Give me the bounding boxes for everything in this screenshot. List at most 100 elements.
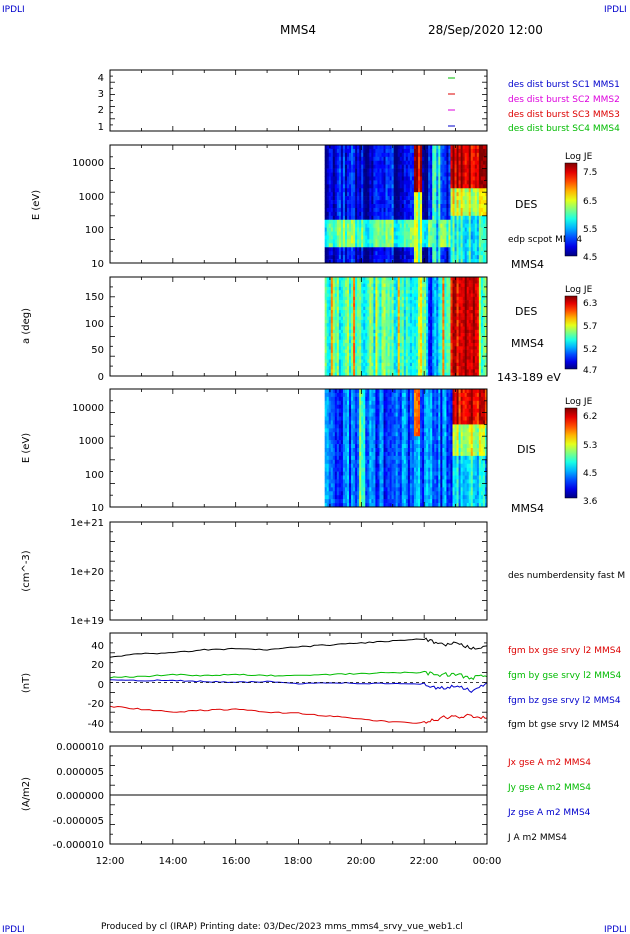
spectrogram-cell bbox=[389, 172, 392, 177]
spectrogram-cell bbox=[338, 160, 342, 165]
spectrogram-cell bbox=[330, 400, 334, 406]
spectrogram-cell bbox=[377, 215, 380, 221]
spectrogram-cell bbox=[409, 369, 413, 373]
spectrogram-cell bbox=[434, 227, 437, 232]
spectrogram-cell bbox=[462, 366, 465, 370]
spectrogram-cell bbox=[444, 323, 447, 327]
spectrogram-cell bbox=[328, 223, 332, 228]
spectrogram-cell bbox=[428, 227, 431, 232]
spectrogram-cell bbox=[420, 219, 423, 224]
spectrogram-cell bbox=[413, 207, 417, 213]
spectrogram-cell bbox=[440, 255, 443, 260]
spectrogram-cell bbox=[371, 219, 374, 224]
spectrogram-cell bbox=[432, 200, 435, 205]
spectrogram-cell bbox=[330, 339, 334, 344]
spectrogram-cell bbox=[474, 306, 478, 311]
spectrogram-cell bbox=[464, 184, 468, 189]
spectrogram-cell bbox=[342, 339, 346, 344]
spectrogram-cell bbox=[484, 277, 488, 281]
spectrogram-cell bbox=[482, 255, 486, 260]
spectrogram-cell bbox=[330, 420, 334, 425]
spectrogram-cell bbox=[371, 343, 374, 347]
spectrogram-cell bbox=[359, 255, 362, 260]
spectrogram-cell bbox=[334, 219, 338, 224]
spectrogram-cell bbox=[371, 319, 374, 324]
spectrogram-cell bbox=[326, 196, 330, 201]
spectrogram-cell bbox=[430, 235, 433, 240]
spectrogram-cell bbox=[357, 352, 360, 357]
spectrogram-cell bbox=[344, 200, 348, 205]
spectrogram-cell bbox=[347, 172, 350, 177]
spectrogram-cell bbox=[440, 184, 443, 189]
spectrogram-cell bbox=[353, 247, 356, 252]
spectrogram-cell bbox=[456, 369, 459, 373]
spectrogram-cell bbox=[375, 247, 378, 252]
spectrogram-cell bbox=[476, 336, 480, 340]
spectrogram-cell bbox=[482, 356, 486, 360]
spectrogram-cell bbox=[324, 333, 328, 337]
spectrogram-cell bbox=[411, 243, 415, 248]
spectrogram-cell bbox=[381, 286, 384, 291]
spectrogram-cell bbox=[446, 200, 449, 205]
spectrogram-cell bbox=[359, 336, 362, 340]
spectrogram-cell bbox=[401, 156, 405, 162]
spectrogram-cell bbox=[430, 176, 433, 181]
spectrogram-cell bbox=[458, 333, 461, 337]
spectrogram-cell bbox=[432, 323, 435, 327]
spectrogram-cell bbox=[397, 255, 401, 260]
spectrogram-cell bbox=[476, 192, 480, 197]
pitch-colorbar bbox=[564, 295, 578, 370]
spectrogram-cell bbox=[367, 326, 370, 331]
spectrogram-cell bbox=[395, 277, 399, 281]
spectrogram-cell bbox=[377, 247, 380, 252]
spectrogram-cell bbox=[389, 280, 392, 284]
spectrogram-cell bbox=[373, 243, 376, 248]
spectrogram-cell bbox=[442, 207, 445, 213]
spectrogram-cell bbox=[440, 172, 443, 177]
spectrogram-cell bbox=[357, 336, 360, 340]
spectrogram-cell bbox=[385, 313, 388, 317]
spectrogram-cell bbox=[387, 255, 390, 260]
spectrogram-cell bbox=[432, 188, 435, 193]
spectrogram-cell bbox=[438, 293, 441, 298]
spectrogram-cell bbox=[472, 196, 476, 201]
spectrogram-cell bbox=[462, 339, 465, 344]
spectrogram-cell bbox=[420, 300, 423, 304]
spectrogram-cell bbox=[442, 339, 445, 344]
spectrogram-cell bbox=[434, 310, 437, 314]
spectrogram-cell bbox=[440, 160, 443, 165]
spectrogram-cell bbox=[415, 251, 419, 256]
spectrogram-cell bbox=[466, 346, 470, 350]
spectrogram-cell bbox=[478, 227, 482, 232]
spectrogram-cell bbox=[405, 204, 409, 209]
spectrogram-cell bbox=[363, 211, 366, 217]
spectrogram-cell bbox=[363, 319, 366, 324]
spectrogram-cell bbox=[424, 251, 427, 256]
spectrogram-cell bbox=[395, 200, 399, 205]
spectrogram-cell bbox=[383, 349, 386, 354]
spectrogram-cell bbox=[411, 251, 415, 256]
spectrogram-cell bbox=[324, 359, 328, 364]
spectrogram-cell bbox=[452, 204, 455, 209]
spectrogram-cell bbox=[357, 148, 360, 154]
spectrogram-cell bbox=[446, 326, 449, 331]
spectrogram-cell bbox=[351, 231, 354, 236]
spectrogram-cell bbox=[405, 148, 409, 154]
spectrogram-cell bbox=[397, 251, 401, 256]
spectrogram-cell bbox=[436, 255, 439, 260]
spectrogram-cell bbox=[377, 359, 380, 364]
spectrogram-cell bbox=[371, 207, 374, 213]
spectrogram-cell bbox=[326, 223, 330, 228]
spectrogram-cell bbox=[436, 164, 439, 169]
spectrogram-cell bbox=[324, 148, 328, 154]
spectrogram-cell bbox=[347, 326, 350, 331]
spectrogram-cell bbox=[470, 359, 474, 364]
spectrogram-cell bbox=[349, 369, 352, 373]
spectrogram-cell bbox=[470, 215, 474, 221]
spectrogram-cell bbox=[365, 176, 368, 181]
spectrogram-cell bbox=[399, 211, 403, 217]
spectrogram-cell bbox=[365, 152, 368, 158]
spectrogram-cell bbox=[454, 207, 457, 213]
spectrogram-cell bbox=[342, 223, 346, 228]
spectrogram-cell bbox=[478, 215, 482, 221]
